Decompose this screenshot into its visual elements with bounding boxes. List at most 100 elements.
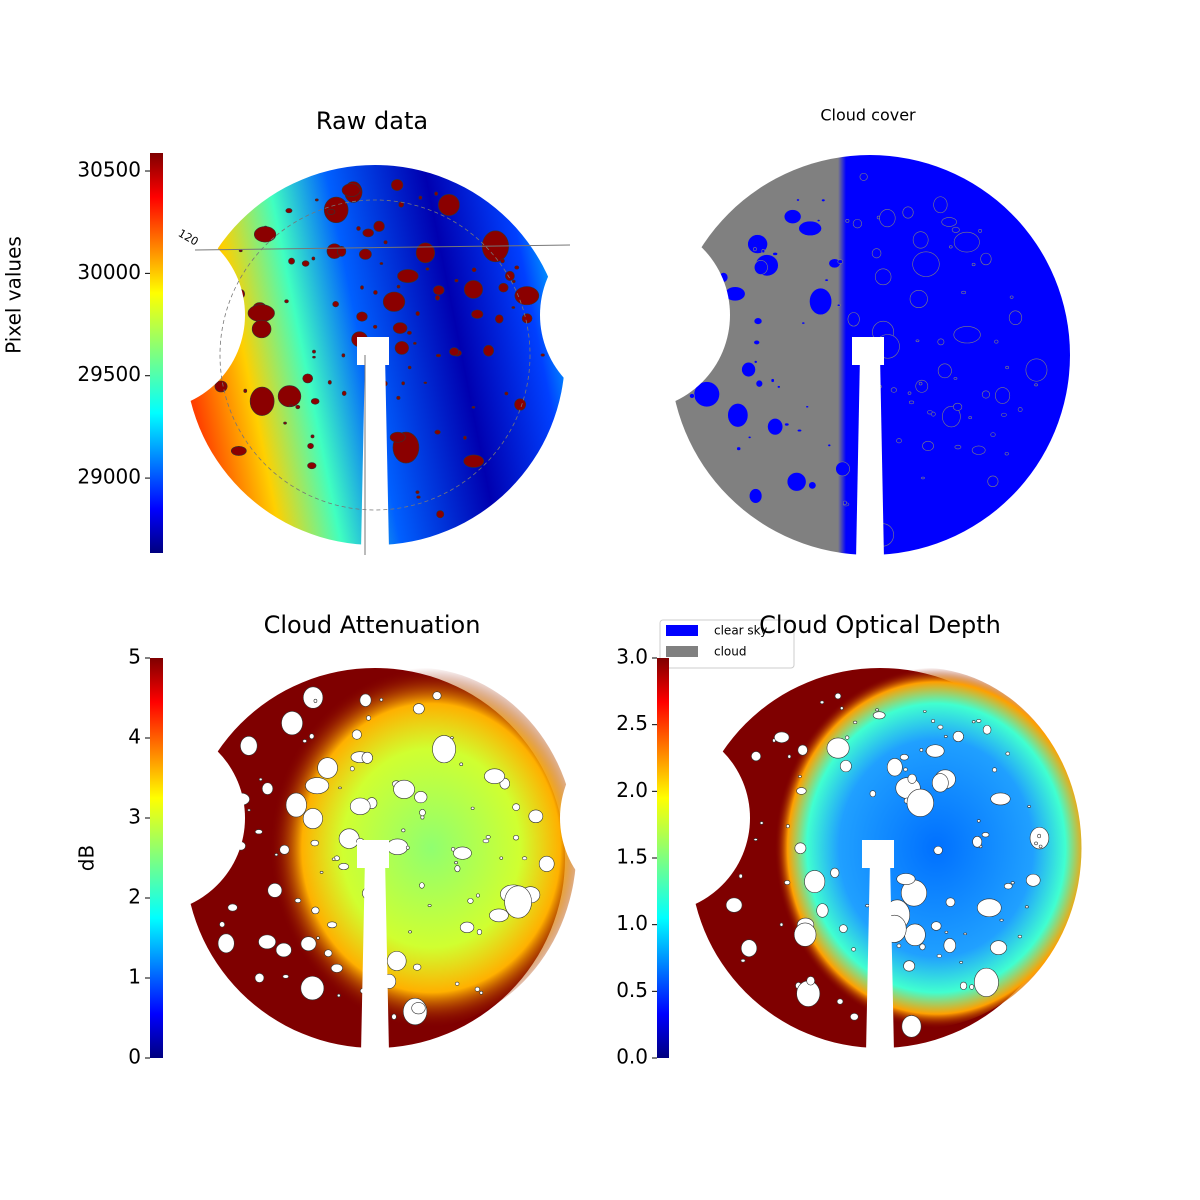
cloud-blob (382, 291, 406, 312)
cloud-blob (310, 839, 319, 847)
legend-swatch (666, 625, 698, 636)
cloud-blob (899, 753, 909, 761)
cloud-blob (901, 1015, 922, 1038)
cloud-blob (971, 262, 976, 267)
cloud-blob (504, 391, 509, 396)
cloud-blob (214, 380, 228, 393)
cloud-blob (909, 289, 928, 308)
cloud-blob (1027, 805, 1031, 808)
cloud-blob (405, 845, 410, 850)
cloud-blob (836, 303, 841, 307)
cloud-blob (379, 697, 384, 702)
cloud-blob (277, 385, 302, 408)
cloud-blob (837, 259, 844, 264)
polar-spoke (194, 244, 571, 251)
cloud-blob (356, 226, 361, 231)
cloud-blob (499, 856, 504, 860)
cloud-blob (449, 347, 460, 357)
cloud-blob (275, 942, 292, 958)
sky-image (540, 155, 1070, 560)
colorbar-tick-label: 0.0 (616, 1045, 648, 1069)
cloud-blob (419, 882, 425, 889)
cloud-blob (538, 855, 555, 872)
cloud-blob (427, 904, 432, 907)
cloud-blob (360, 285, 364, 290)
colorbar-tick-label: 29000 (77, 465, 141, 489)
cloud-blob (1017, 407, 1023, 412)
cloud-blob (249, 386, 275, 416)
cloud-blob (415, 242, 436, 264)
cloud-blob (1024, 905, 1029, 909)
cloud-blob (776, 385, 781, 389)
cloud-blob (459, 921, 475, 933)
cloud-blob (753, 838, 758, 841)
cloud-blob (990, 792, 1011, 806)
sky-image (55, 165, 565, 550)
cloud-blob (267, 882, 283, 898)
cloud-blob (438, 194, 460, 216)
sky-field (253, 667, 577, 1029)
cloud-blob (416, 495, 421, 499)
cloud-blob (254, 972, 265, 983)
cloud-blob (313, 698, 318, 703)
cloud-blob (463, 280, 483, 299)
cloud-blob (786, 824, 790, 829)
cloud-blob (969, 984, 975, 990)
cloud-blob (415, 311, 420, 316)
cloud-blob (312, 349, 316, 354)
cloud-blob (359, 693, 372, 707)
cloud-blob (798, 220, 822, 237)
cloud-blob (990, 940, 1007, 955)
cloud-blob (959, 981, 968, 990)
cloud-blob (401, 828, 406, 833)
panel-title: Cloud cover (820, 106, 916, 125)
colorbar-tick-label: 30500 (77, 158, 141, 182)
cloud-blob (337, 246, 347, 257)
mast-mask (856, 355, 884, 560)
cloud-blob (284, 299, 289, 304)
cloud-blob (434, 429, 441, 435)
cloud-blob (379, 262, 384, 265)
sky-field (758, 667, 1082, 1029)
colorbar-tick-label: 3.0 (616, 645, 648, 669)
cloud-blob (816, 903, 829, 918)
cloud-blob (227, 903, 238, 912)
cloud-blob (971, 720, 976, 724)
cloud-blob (463, 454, 485, 468)
horizon-mask (560, 723, 750, 913)
cloud-blob (903, 767, 908, 772)
cloud-blob (890, 387, 897, 393)
cloud-blob (839, 924, 848, 933)
cloud-blob (514, 286, 540, 306)
cloud-blob (356, 311, 368, 322)
cloud-blob (1005, 751, 1010, 756)
mast-head (862, 840, 894, 868)
cloud-blob (1003, 883, 1013, 890)
cloud-blob (801, 321, 806, 325)
cloud-blob (309, 733, 315, 740)
cloud-blob (326, 208, 336, 215)
cloud-blob (995, 387, 1011, 404)
cloud-blob (425, 267, 430, 271)
cloud-blob (796, 980, 821, 1007)
colorbar-tick-label: 0.5 (616, 978, 648, 1002)
cloud-blob (219, 921, 226, 928)
cloud-blob (798, 775, 802, 778)
cloud-blob (793, 922, 817, 947)
cloud-blob (809, 287, 833, 316)
cloud-blob (853, 720, 858, 724)
cloud-blob (770, 378, 775, 383)
cloud-blob (748, 488, 763, 504)
cloud-blob (944, 930, 949, 934)
cloud-blob (459, 762, 464, 767)
cloud-blob (285, 792, 307, 818)
cloud-blob (907, 391, 912, 395)
cloud-blob (392, 322, 408, 334)
cloud-blob (963, 932, 968, 936)
panel-title: Raw data (316, 107, 428, 135)
colorbar-tick-label: 2 (128, 885, 141, 909)
cloud-blob (784, 422, 790, 427)
cloud-blob (500, 258, 505, 264)
cloud-blob (937, 363, 952, 379)
cloud-blob (937, 724, 944, 730)
